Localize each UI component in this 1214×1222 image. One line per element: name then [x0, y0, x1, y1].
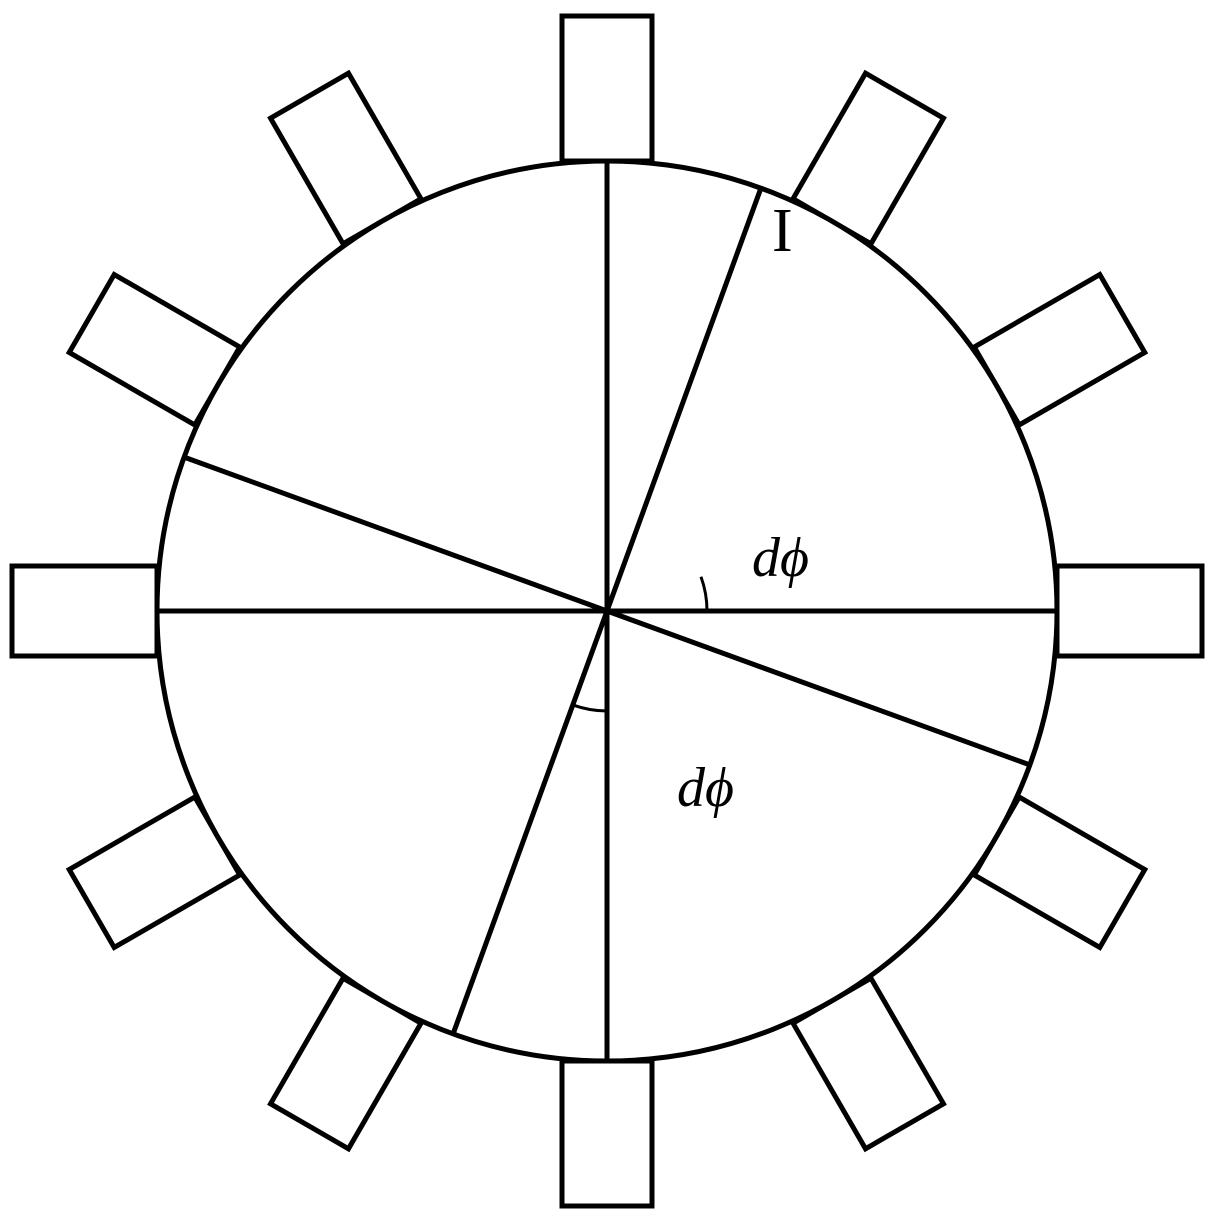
dphi_upper-label: dϕ: [752, 527, 809, 589]
region_I-label: I: [772, 197, 793, 265]
tooth: [562, 1061, 652, 1206]
dphi_lower-label: dϕ: [677, 757, 734, 819]
diagram-container: Idϕ dϕ: [0, 0, 1214, 1222]
radial-diagram: Idϕ dϕ: [0, 0, 1214, 1222]
tooth: [12, 566, 157, 656]
tooth: [562, 16, 652, 161]
tooth: [1057, 566, 1202, 656]
